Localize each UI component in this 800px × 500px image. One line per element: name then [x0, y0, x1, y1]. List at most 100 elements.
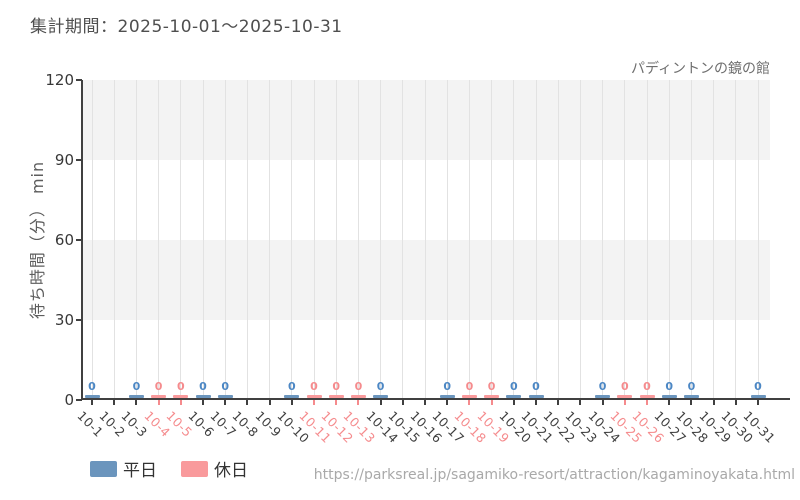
- x-tick: [379, 400, 382, 405]
- legend-label-holiday: 休日: [214, 461, 248, 481]
- x-gridline: [535, 80, 537, 400]
- x-gridline: [357, 80, 359, 400]
- wait-bar: [461, 395, 477, 398]
- value-label: 0: [643, 380, 651, 393]
- legend-item-weekday: 平日: [90, 456, 157, 481]
- value-label: 0: [221, 380, 230, 393]
- legend-label-weekday: 平日: [123, 461, 157, 481]
- value-label: 0: [287, 380, 296, 393]
- x-tick: [202, 400, 204, 405]
- x-gridline: [224, 80, 226, 400]
- y-tick: [76, 79, 82, 81]
- x-tick: [157, 400, 160, 405]
- wait-bar: [173, 395, 189, 398]
- wait-bar: [195, 395, 211, 398]
- x-tick: [668, 400, 671, 405]
- y-tick: [76, 399, 82, 401]
- x-gridline: [491, 80, 493, 400]
- x-tick: [290, 400, 293, 405]
- holiday-swatch-icon: [181, 460, 208, 477]
- x-gridline: [158, 80, 160, 400]
- x-tick: [401, 400, 404, 405]
- value-label: 0: [687, 380, 696, 393]
- y-tick: [76, 159, 82, 161]
- x-tick: [512, 400, 515, 405]
- x-gridline: [291, 80, 293, 400]
- wait-bar: [528, 395, 544, 398]
- wait-bar: [284, 395, 300, 398]
- value-label: 0: [754, 380, 762, 393]
- x-tick: [246, 400, 249, 405]
- x-tick: [646, 400, 648, 405]
- wait-bar: [683, 395, 699, 398]
- y-axis-line: [81, 80, 83, 400]
- x-tick: [113, 400, 116, 405]
- wait-bar: [373, 395, 389, 398]
- x-tick: [490, 400, 493, 405]
- legend-item-holiday: 休日: [181, 456, 248, 481]
- x-tick: [468, 400, 471, 405]
- wait-bar: [661, 395, 677, 398]
- x-tick: [313, 400, 315, 405]
- x-tick: [446, 400, 449, 405]
- x-tick: [224, 400, 227, 405]
- value-label: 0: [532, 380, 540, 393]
- value-label: 0: [176, 380, 185, 393]
- x-gridline: [380, 80, 382, 400]
- source-url[interactable]: https://parksreal.jp/sagamiko-resort/att…: [313, 467, 795, 483]
- x-axis-line: [82, 398, 790, 400]
- wait-bar: [350, 395, 366, 398]
- x-tick: [268, 400, 271, 405]
- x-tick: [135, 400, 138, 405]
- x-tick: [757, 400, 759, 405]
- x-tick: [335, 400, 338, 405]
- x-tick: [91, 400, 93, 405]
- x-tick: [712, 400, 715, 405]
- x-gridline: [402, 80, 404, 400]
- value-label: 0: [199, 380, 207, 393]
- value-label: 0: [88, 380, 96, 393]
- x-gridline: [668, 80, 670, 400]
- x-gridline: [113, 80, 115, 400]
- x-gridline: [713, 80, 715, 400]
- value-label: 0: [354, 380, 363, 393]
- wait-bar: [128, 395, 144, 398]
- y-tick-label: 0: [64, 390, 74, 409]
- y-tick-label: 90: [54, 150, 74, 169]
- wait-bar: [617, 395, 633, 398]
- x-gridline: [690, 80, 692, 400]
- x-tick: [690, 400, 693, 405]
- x-gridline: [757, 80, 759, 400]
- x-gridline: [180, 80, 182, 400]
- wait-bar: [439, 395, 455, 398]
- value-label: 0: [487, 380, 496, 393]
- wait-bar: [484, 395, 500, 398]
- y-tick-label: 120: [45, 70, 74, 89]
- wait-bar: [151, 395, 167, 398]
- chart-legend: 平日 休日: [90, 456, 248, 481]
- x-tick: [579, 400, 582, 405]
- wait-bar: [306, 395, 322, 398]
- x-gridline: [246, 80, 248, 400]
- value-label: 0: [620, 380, 629, 393]
- plot-area: [82, 80, 770, 400]
- weekday-swatch-icon: [90, 460, 117, 477]
- value-label: 0: [154, 380, 163, 393]
- value-label: 0: [332, 380, 341, 393]
- wait-bar: [639, 395, 655, 398]
- x-gridline: [557, 80, 559, 400]
- x-gridline: [446, 80, 448, 400]
- value-label: 0: [665, 380, 674, 393]
- x-gridline: [269, 80, 271, 400]
- wait-bar: [595, 395, 611, 398]
- chart-title: パディントンの鏡の館: [630, 61, 770, 77]
- aggregation-period-label: 集計期間：2025-10-01～2025-10-31: [30, 17, 343, 37]
- value-label: 0: [132, 380, 141, 393]
- y-tick-label: 60: [54, 230, 74, 249]
- x-gridline: [513, 80, 515, 400]
- value-label: 0: [443, 380, 452, 393]
- value-label: 0: [376, 380, 385, 393]
- wait-bar: [217, 395, 233, 398]
- wait-bar: [328, 395, 344, 398]
- wait-bar: [506, 395, 522, 398]
